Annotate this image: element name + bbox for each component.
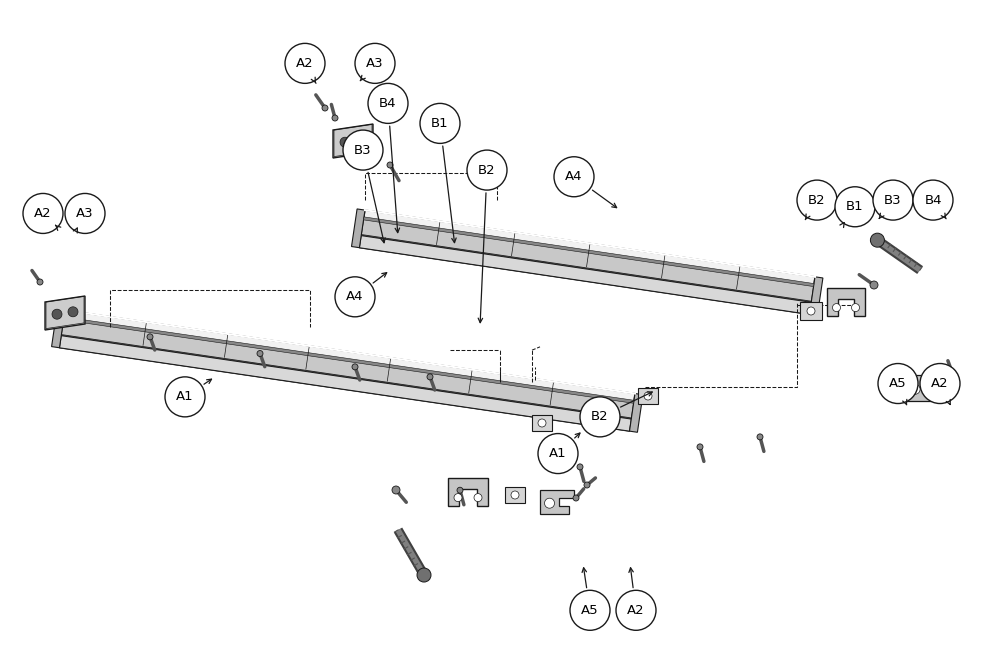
Text: A2: A2 <box>931 377 949 390</box>
Polygon shape <box>333 124 373 158</box>
Polygon shape <box>638 388 658 404</box>
Polygon shape <box>532 415 552 431</box>
Circle shape <box>457 488 463 493</box>
Circle shape <box>538 434 578 474</box>
Circle shape <box>913 180 953 220</box>
Circle shape <box>580 397 620 437</box>
Circle shape <box>352 364 358 370</box>
Polygon shape <box>448 478 488 506</box>
Polygon shape <box>809 277 823 315</box>
Text: A3: A3 <box>366 57 384 70</box>
Text: A1: A1 <box>176 390 194 404</box>
Polygon shape <box>905 375 941 401</box>
Circle shape <box>147 334 153 340</box>
Text: A2: A2 <box>34 207 52 220</box>
Text: B2: B2 <box>808 193 826 207</box>
Circle shape <box>420 103 460 143</box>
Text: B4: B4 <box>924 193 942 207</box>
Circle shape <box>538 419 546 427</box>
Polygon shape <box>61 318 634 419</box>
Circle shape <box>807 307 815 315</box>
Text: B3: B3 <box>354 143 372 157</box>
Circle shape <box>356 135 366 145</box>
Circle shape <box>68 307 78 317</box>
Text: A2: A2 <box>627 604 645 617</box>
Circle shape <box>340 137 350 147</box>
Polygon shape <box>364 217 814 287</box>
Circle shape <box>697 444 703 450</box>
Text: B3: B3 <box>884 193 902 207</box>
Text: B2: B2 <box>591 410 609 424</box>
Circle shape <box>554 157 594 197</box>
Circle shape <box>910 384 920 394</box>
Circle shape <box>65 193 105 233</box>
Circle shape <box>355 43 395 83</box>
Circle shape <box>37 279 43 285</box>
Circle shape <box>387 162 393 168</box>
Polygon shape <box>359 235 811 314</box>
Polygon shape <box>60 310 635 431</box>
Circle shape <box>835 187 875 227</box>
Circle shape <box>920 364 960 404</box>
Circle shape <box>570 590 610 630</box>
Text: B1: B1 <box>431 117 449 130</box>
Circle shape <box>322 105 328 111</box>
Circle shape <box>644 392 652 400</box>
Text: A1: A1 <box>549 447 567 460</box>
Circle shape <box>870 281 878 289</box>
Circle shape <box>332 115 338 121</box>
Polygon shape <box>60 336 631 431</box>
Circle shape <box>577 464 583 470</box>
Circle shape <box>511 491 519 499</box>
Polygon shape <box>352 209 365 247</box>
Circle shape <box>757 434 763 440</box>
Circle shape <box>417 568 431 582</box>
Circle shape <box>949 369 955 375</box>
Circle shape <box>797 180 837 220</box>
Circle shape <box>368 83 408 123</box>
Circle shape <box>545 498 555 508</box>
Circle shape <box>474 494 482 502</box>
Circle shape <box>832 303 840 311</box>
Circle shape <box>873 180 913 220</box>
Polygon shape <box>630 394 643 432</box>
Circle shape <box>870 233 884 247</box>
Polygon shape <box>540 490 574 514</box>
Circle shape <box>454 494 462 502</box>
Circle shape <box>467 150 507 190</box>
Text: A5: A5 <box>889 377 907 390</box>
Circle shape <box>52 309 62 319</box>
Circle shape <box>878 364 918 404</box>
Text: A5: A5 <box>581 604 599 617</box>
Circle shape <box>616 590 656 630</box>
Polygon shape <box>505 487 525 503</box>
Circle shape <box>937 379 943 385</box>
Circle shape <box>257 351 263 356</box>
Text: A4: A4 <box>346 290 364 303</box>
Text: B2: B2 <box>478 163 496 177</box>
Circle shape <box>573 495 579 501</box>
Polygon shape <box>64 317 634 404</box>
Text: A2: A2 <box>296 57 314 70</box>
Polygon shape <box>361 218 814 302</box>
Polygon shape <box>827 288 865 316</box>
Circle shape <box>285 43 325 83</box>
Text: B4: B4 <box>379 97 397 110</box>
Circle shape <box>852 303 860 311</box>
Circle shape <box>392 486 400 494</box>
Text: B1: B1 <box>846 200 864 213</box>
Circle shape <box>427 374 433 380</box>
Polygon shape <box>359 210 815 314</box>
Polygon shape <box>52 309 65 348</box>
Circle shape <box>335 277 375 317</box>
Circle shape <box>165 377 205 417</box>
Polygon shape <box>45 296 85 330</box>
Circle shape <box>343 130 383 170</box>
Text: A3: A3 <box>76 207 94 220</box>
Circle shape <box>23 193 63 233</box>
Polygon shape <box>800 302 822 320</box>
Circle shape <box>584 482 590 488</box>
Text: A4: A4 <box>565 170 583 183</box>
